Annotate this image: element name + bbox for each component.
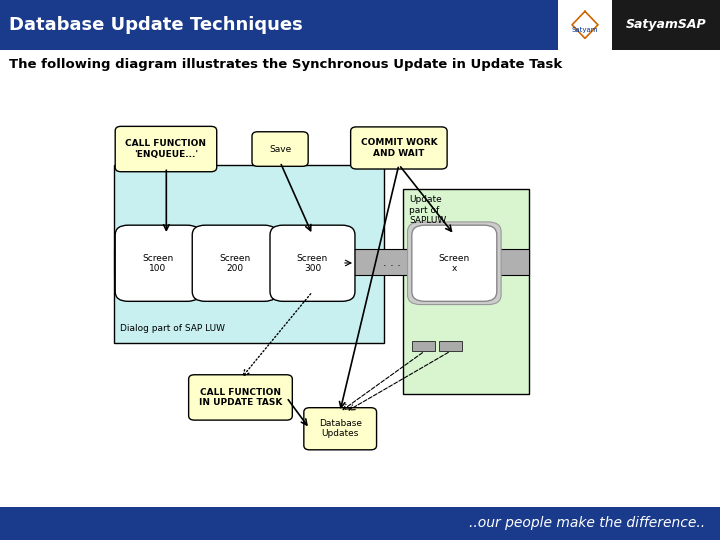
Text: COMMIT WORK
AND WAIT: COMMIT WORK AND WAIT [361,138,437,158]
FancyBboxPatch shape [351,127,447,169]
Text: ..our people make the difference..: ..our people make the difference.. [469,516,706,530]
Text: Screen
x: Screen x [438,254,470,273]
FancyBboxPatch shape [115,126,217,172]
Text: . . .: . . . [384,258,401,268]
Text: Save: Save [269,145,291,153]
FancyBboxPatch shape [189,375,292,420]
FancyBboxPatch shape [0,507,720,540]
FancyBboxPatch shape [270,225,355,301]
FancyBboxPatch shape [192,225,277,301]
Text: Database Update Techniques: Database Update Techniques [9,16,302,34]
FancyBboxPatch shape [115,225,200,301]
FancyBboxPatch shape [412,341,435,351]
Text: Database
Updates: Database Updates [319,419,361,438]
FancyBboxPatch shape [439,341,462,351]
Text: Update
part of
SAPLUW: Update part of SAPLUW [409,195,446,225]
FancyBboxPatch shape [304,408,377,450]
FancyBboxPatch shape [612,0,720,50]
Text: CALL FUNCTION
'ENQUEUE...': CALL FUNCTION 'ENQUEUE...' [125,139,207,159]
Text: Satyam: Satyam [572,27,598,33]
FancyBboxPatch shape [412,225,497,301]
FancyBboxPatch shape [114,165,384,343]
Text: Screen
100: Screen 100 [142,254,174,273]
Text: Screen
200: Screen 200 [219,254,251,273]
FancyBboxPatch shape [114,249,529,275]
Text: SatyamSAP: SatyamSAP [626,18,706,31]
Text: The following diagram illustrates the Synchronous Update in Update Task: The following diagram illustrates the Sy… [9,58,562,71]
Text: Screen
300: Screen 300 [297,254,328,273]
FancyBboxPatch shape [408,222,501,305]
FancyBboxPatch shape [558,0,612,50]
Text: Dialog part of SAP LUW: Dialog part of SAP LUW [120,324,225,333]
Text: CALL FUNCTION
IN UPDATE TASK: CALL FUNCTION IN UPDATE TASK [199,388,282,407]
FancyBboxPatch shape [403,189,529,394]
FancyBboxPatch shape [252,132,308,166]
FancyBboxPatch shape [0,0,720,50]
